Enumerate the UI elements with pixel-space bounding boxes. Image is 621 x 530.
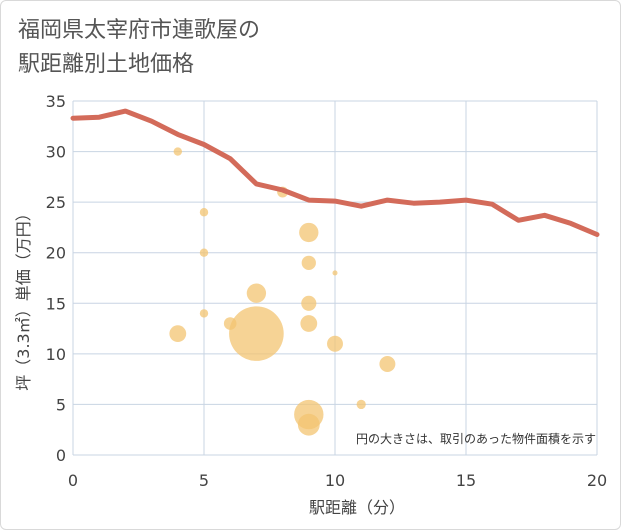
bubble-size-note: 円の大きさは、取引のあった物件面積を示す [356, 431, 596, 446]
x-axis-title: 駅距離（分） [309, 498, 405, 517]
bubble-point [229, 306, 284, 361]
bubble-point [300, 315, 318, 332]
chart-title-line-1: 福岡県太宰府市連歌屋の [18, 18, 261, 43]
y-tick-label: 15 [46, 294, 66, 313]
axis-ticks: 0 5 10 15 20 0 5 10 15 20 25 30 35 [46, 92, 608, 490]
bubble-point [199, 208, 209, 217]
bubble-point [297, 413, 320, 436]
bubble-point [173, 147, 182, 156]
chart-title-line-2: 駅距離別土地価格 [18, 52, 195, 77]
y-tick-label: 20 [46, 244, 66, 263]
y-tick-label: 35 [46, 92, 66, 111]
bubble-point [246, 283, 267, 303]
bubble-point [301, 255, 316, 270]
bubble-point [327, 335, 343, 352]
bubble-point [199, 248, 209, 257]
y-tick-label: 25 [46, 193, 66, 212]
x-tick-label: 0 [68, 471, 78, 490]
bubble-point [199, 309, 209, 318]
bubble-point [332, 270, 338, 276]
bubble-point [356, 399, 366, 410]
x-tick-label: 10 [325, 471, 345, 490]
y-axis-title: 坪（3.3㎡）単価（万円） [14, 205, 33, 390]
grid-lines [72, 100, 598, 456]
bubble-point [299, 222, 319, 243]
y-tick-label: 30 [46, 143, 66, 162]
trend-line-series [70, 108, 600, 237]
x-tick-label: 15 [456, 471, 476, 490]
bubble-point [169, 325, 187, 343]
y-tick-label: 0 [56, 446, 66, 465]
x-tick-label: 20 [587, 471, 607, 490]
bubble-point [379, 355, 396, 372]
y-tick-label: 10 [46, 345, 66, 364]
y-tick-label: 5 [56, 395, 66, 414]
trend-line [70, 108, 600, 237]
x-tick-label: 5 [199, 471, 209, 490]
bubble-series [169, 147, 396, 436]
chart-title: 福岡県太宰府市連歌屋の 駅距離別土地価格 [18, 14, 260, 82]
bubble-point [301, 295, 317, 311]
